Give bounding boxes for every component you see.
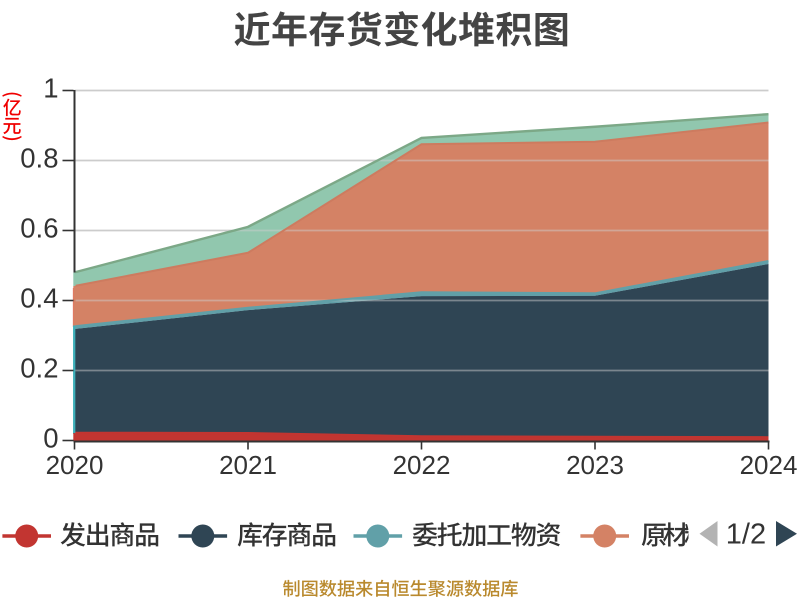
svg-text:2024: 2024 [740,450,798,480]
svg-text:2023: 2023 [566,450,624,480]
svg-text:1/2: 1/2 [726,519,766,551]
svg-text:1: 1 [43,73,58,104]
svg-text:2022: 2022 [393,450,451,480]
svg-text:0.8: 0.8 [20,143,58,174]
svg-text:0: 0 [43,423,58,454]
svg-text:0.4: 0.4 [20,283,58,314]
svg-text:0.6: 0.6 [20,213,58,244]
svg-text:0.2: 0.2 [20,353,58,384]
svg-text:2020: 2020 [46,450,104,480]
svg-text:2021: 2021 [219,450,277,480]
